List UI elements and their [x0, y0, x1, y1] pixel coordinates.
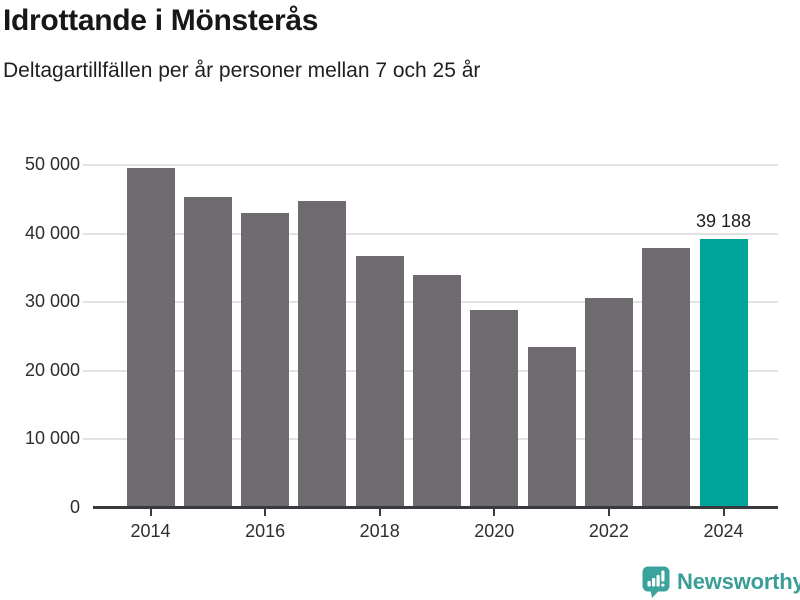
value-label: 39 188 [695, 211, 752, 232]
bar-2017 [298, 200, 347, 508]
x-axis-tick [264, 509, 267, 516]
x-axis-tick [149, 509, 152, 516]
gridline [83, 232, 778, 235]
x-axis-label: 2022 [588, 521, 629, 541]
x-axis-tick [493, 509, 496, 516]
bar-2022 [584, 298, 633, 508]
y-axis-label: 10 000 [24, 428, 80, 449]
bar-2020 [470, 310, 519, 508]
speech-bubble-tail [650, 590, 660, 598]
chart-subtitle: Deltagartillfällen per år personer mella… [3, 59, 481, 82]
chart-title: Idrottande i Mönsterås [3, 4, 319, 37]
x-axis-tick [607, 509, 610, 516]
gridline [83, 164, 778, 166]
x-axis-tick [378, 509, 381, 516]
brand-wordmark: Newsworthy [677, 569, 800, 594]
newsworthy-logo-icon [642, 566, 670, 598]
y-axis-label: 0 [69, 497, 80, 517]
x-axis-label: 2014 [130, 521, 171, 541]
y-axis-label: 40 000 [24, 222, 80, 243]
bar-2024 [699, 239, 748, 508]
x-axis-label: 2016 [245, 521, 286, 541]
x-axis-label: 2024 [703, 521, 744, 541]
bar-2016 [241, 213, 290, 508]
y-axis-label: 50 000 [24, 154, 80, 174]
x-axis-tick [722, 509, 725, 516]
x-axis-label: 2018 [359, 521, 400, 541]
bar-2014 [126, 168, 175, 508]
bar-2018 [355, 256, 404, 508]
y-axis-label: 30 000 [24, 291, 80, 312]
brand-footer[interactable]: Newsworthy [642, 566, 800, 599]
bar-2023 [642, 248, 691, 508]
x-axis-line [93, 506, 778, 509]
y-axis-label: 20 000 [24, 359, 80, 380]
x-axis-label: 2020 [474, 521, 515, 541]
plot-area: 50 000 40 000 30 000 20 000 10 000 0 2014 2016 2… [25, 154, 778, 541]
bar-2019 [413, 275, 461, 508]
bar-2021 [527, 347, 576, 508]
bar-2015 [183, 197, 232, 508]
